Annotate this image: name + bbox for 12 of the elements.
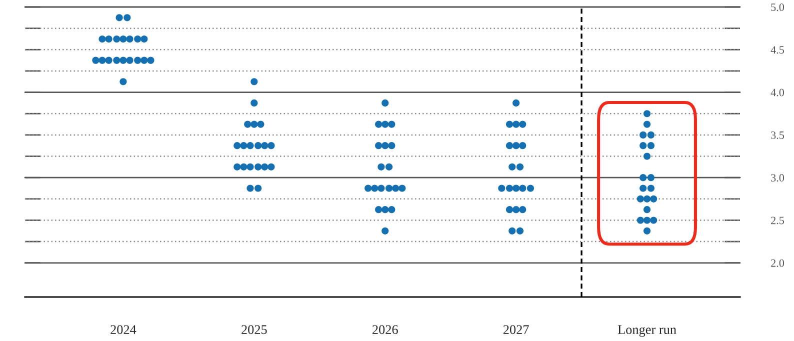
y-tick-label: 2.0 [771, 259, 784, 267]
x-tick-label: Longer run [618, 325, 676, 337]
x-tick-label: 2024 [110, 325, 136, 334]
y-tick-label: 3.0 [771, 174, 784, 182]
x-tick-label: 2027 [503, 325, 529, 334]
y-tick-label: 3.5 [771, 131, 784, 139]
x-tick-label: 2025 [242, 325, 267, 334]
y-tick-label: 2.5 [771, 216, 784, 224]
y-tick-label: 4.0 [770, 88, 784, 96]
x-tick-label: 2026 [372, 325, 398, 334]
y-tick-label: 4.5 [770, 46, 784, 54]
y-tick-label: 5.0 [771, 3, 784, 12]
